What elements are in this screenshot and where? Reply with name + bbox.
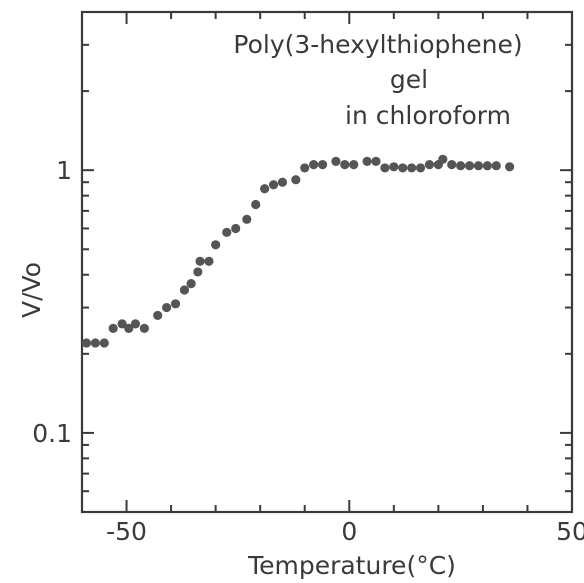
data-point — [317, 160, 328, 170]
data-point — [398, 163, 408, 173]
data-point — [456, 161, 466, 171]
data-point — [380, 163, 390, 173]
data-point — [415, 163, 426, 173]
data-point — [362, 156, 372, 166]
annotation-line-1: Poly(3-hexylthiophene) — [233, 30, 522, 59]
x-tick-label: 0 — [341, 517, 357, 546]
data-point — [130, 319, 141, 329]
data-point — [231, 223, 241, 234]
plot-frame — [80, 10, 574, 514]
y-tick-label: 1 — [56, 156, 72, 185]
data-point — [117, 319, 127, 329]
data-point — [204, 256, 214, 266]
data-point — [90, 338, 100, 348]
y-tick-label: 0.1 — [32, 419, 72, 448]
data-point — [349, 160, 359, 170]
data-point — [331, 156, 341, 166]
data-point — [424, 160, 435, 170]
x-tick-label: 50 — [556, 517, 584, 546]
x-axis: -50 0 50 — [81, 12, 584, 546]
data-point — [162, 302, 172, 313]
data-point — [464, 161, 475, 171]
data-point — [277, 177, 288, 187]
data-point — [242, 214, 252, 224]
data-point — [505, 162, 515, 172]
data-point — [251, 199, 261, 210]
x-axis-label: Temperature(°C) — [247, 551, 456, 580]
data-point — [473, 161, 484, 171]
data-point — [291, 175, 301, 185]
data-point — [170, 299, 181, 309]
data-point — [186, 279, 196, 289]
data-point — [222, 227, 232, 237]
plot-border — [80, 10, 574, 514]
data-point — [195, 256, 205, 266]
annotation-line-3: in chloroform — [345, 101, 511, 130]
data-points — [81, 154, 515, 348]
data-point — [153, 310, 163, 321]
data-point — [309, 160, 319, 170]
data-point — [211, 240, 221, 250]
data-point — [447, 160, 457, 170]
data-point — [340, 160, 350, 170]
data-point — [99, 338, 109, 348]
data-point — [482, 161, 492, 171]
data-point — [438, 154, 448, 164]
data-point — [179, 285, 190, 295]
data-point — [268, 180, 279, 190]
data-point — [407, 163, 417, 173]
data-point — [193, 267, 203, 277]
data-point — [124, 323, 134, 333]
data-point — [139, 323, 149, 333]
y-axis: 0.11 — [32, 11, 572, 513]
annotation-line-2: gel — [390, 65, 428, 94]
data-point — [371, 156, 381, 166]
data-point — [260, 184, 270, 194]
y-axis-label: V/Vo — [17, 262, 46, 318]
data-point — [81, 338, 92, 348]
data-point — [389, 162, 399, 172]
data-point — [491, 161, 501, 171]
data-point — [300, 163, 310, 173]
data-point — [108, 323, 118, 333]
x-tick-label: -50 — [106, 517, 147, 546]
